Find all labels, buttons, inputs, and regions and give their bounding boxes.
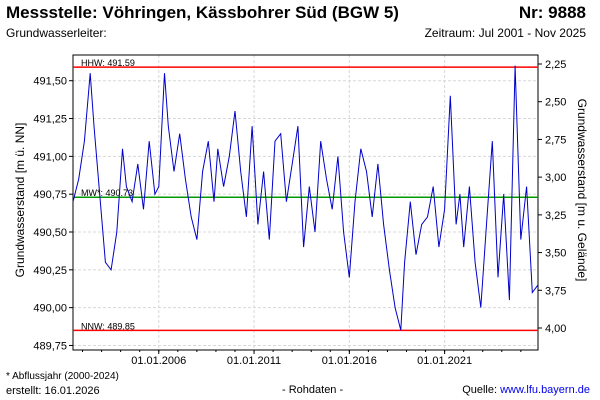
aquifer-label: Grundwasserleiter: [6,26,107,40]
data-type-label: - Rohdaten - [282,384,344,396]
created-date: erstellt: 16.01.2026 [6,385,100,397]
y-tick-label: 490,00 [33,303,67,315]
reference-lines: HHW: 491.59 MW*: 490.73 NNW: 489.85 [73,58,538,331]
x-tick-label: 01.01.2021 [417,355,472,367]
x-tick-label: 01.01.2016 [322,355,377,367]
y2-tick-label: 3,75 [545,285,566,297]
y-axis-left: 491,50 491,25 491,00 490,75 490,50 490,25 490,… [33,76,73,352]
y2-tick-label: 2,50 [545,97,566,109]
y-tick-label: 491,25 [33,114,67,126]
y-tick-label: 491,50 [33,76,67,88]
plot-frame [72,54,539,351]
y2-tick-label: 2,75 [545,134,566,146]
y-tick-label: 490,25 [33,265,67,277]
y2-tick-label: 2,25 [545,59,566,71]
series-line [72,65,539,331]
y-axis-right: 2,25 2,50 2,75 3,00 3,25 3,50 3,75 4,00 [538,59,566,335]
x-axis: 01.01.2006 01.01.2011 01.01.2016 01.01.2021 [82,350,522,367]
y2-tick-label: 3,50 [545,248,566,260]
source-label: Quelle: www.lfu.bayern.de [462,384,590,396]
y-tick-label: 490,75 [33,189,67,201]
y2-axis-label: Grundwasserstand [m u. Gelände] [575,99,589,282]
y2-tick-label: 3,00 [545,172,566,184]
y-tick-label: 489,75 [33,340,67,352]
source-prefix: Quelle: [462,384,501,396]
x-tick-label: 01.01.2006 [131,355,186,367]
y2-tick-label: 4,00 [545,323,566,335]
station-number: Nr: 9888 [518,3,586,22]
reference-label: MW*: 490.73 [81,188,133,198]
source-link[interactable]: www.lfu.bayern.de [500,384,590,396]
y-axis-label: Grundwasserstand [m ü. NN] [13,123,27,278]
period-label: Zeitraum: Jul 2001 - Nov 2025 [424,26,586,40]
footnote: * Abflussjahr (2000-2024) [6,371,119,382]
reference-label: NNW: 489.85 [81,321,135,331]
x-tick-label: 01.01.2011 [227,355,281,367]
y-tick-label: 490,50 [33,227,67,239]
reference-label: HHW: 491.59 [81,58,135,68]
y-tick-label: 491,00 [33,151,67,163]
page-title: Messstelle: Vöhringen, Kässbohrer Süd (B… [6,3,399,22]
y2-tick-label: 3,25 [545,210,566,222]
